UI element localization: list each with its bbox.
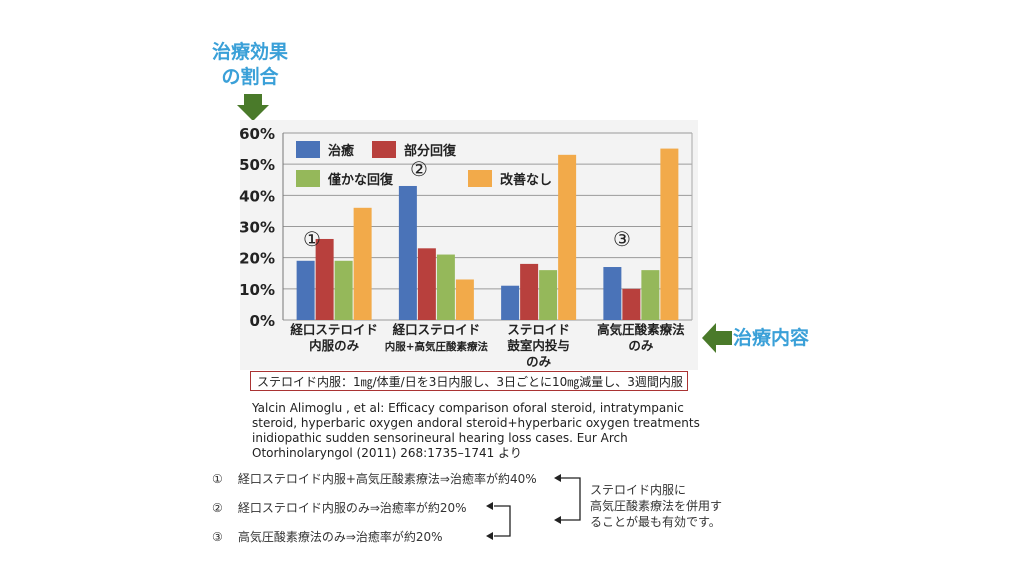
category-label: 経口ステロイド: [290, 322, 378, 337]
x-outer-label: 治療内容: [733, 327, 810, 349]
category-label: 高気圧酸素療法: [597, 322, 685, 337]
side-note-line: ることが最も有効です。: [590, 515, 721, 529]
left-arrow-icon: [702, 323, 732, 353]
category-label: 内服のみ: [309, 338, 360, 353]
circled-number-annotation: ①: [303, 227, 321, 251]
legend-swatch: [468, 170, 492, 187]
legend-label: 僅かな回復: [327, 172, 394, 188]
bar: [455, 279, 474, 320]
citation-line: inidiopathic sudden sensorineural hearin…: [252, 431, 628, 445]
y-tick-label: 40%: [239, 187, 275, 205]
circled-number-annotation: ②: [410, 157, 428, 181]
summary-item: ① 経口ステロイド内服+高気圧酸素療法⇒治癒率が約40%: [212, 470, 537, 487]
bar: [334, 260, 353, 320]
dosage-note: ステロイド内服：1㎎/体重/日を3日内服し、3日ごとに10㎎減量し、3週間内服: [250, 371, 688, 391]
summary-item: ③ 高気圧酸素療法のみ⇒治癒率が約20%: [212, 528, 443, 545]
category-label: 内服+高気圧酸素療法: [385, 340, 489, 353]
citation-line: Yalcin Alimoglu , et al: Efficacy compar…: [252, 401, 684, 415]
bar: [398, 185, 417, 320]
y-tick-label: 10%: [239, 281, 275, 299]
y-tick-label: 50%: [239, 156, 275, 174]
summary-num: ②: [212, 501, 223, 515]
bar: [603, 267, 622, 320]
bar: [296, 260, 315, 320]
legend-swatch: [372, 141, 396, 158]
y-outer-label-line2: の割合: [221, 66, 279, 88]
legend-label: 部分回復: [404, 143, 457, 159]
summary-item: ② 経口ステロイド内服のみ⇒治癒率が約20%: [212, 499, 467, 516]
citation: Yalcin Alimoglu , et al: Efficacy compar…: [252, 401, 722, 461]
bar: [622, 288, 641, 320]
y-tick-label: 0%: [250, 312, 275, 330]
category-label: のみ: [628, 338, 654, 353]
bar: [539, 270, 558, 320]
category-label: ステロイド: [507, 322, 570, 337]
legend-label: 改善なし: [500, 172, 552, 188]
y-outer-label: 治療効果 の割合: [200, 40, 300, 90]
legend-swatch: [296, 141, 320, 158]
y-outer-label-line1: 治療効果: [211, 41, 288, 63]
bar: [641, 270, 660, 320]
bar: [353, 207, 372, 320]
summary-text: 経口ステロイド内服のみ⇒治癒率が約20%: [237, 501, 467, 515]
bar: [660, 148, 679, 320]
down-arrow-icon: [237, 94, 269, 121]
y-tick-label: 20%: [239, 250, 275, 268]
side-note-line: ステロイド内服に: [590, 483, 687, 497]
category-label: 鼓室内投与: [507, 338, 570, 353]
category-label: のみ: [526, 354, 552, 369]
side-note: ステロイド内服に 高気圧酸素療法を併用す ることが最も有効です。: [590, 482, 750, 530]
bar: [501, 285, 520, 320]
summary-text: 高気圧酸素療法のみ⇒治癒率が約20%: [237, 530, 443, 544]
summary-text: 経口ステロイド内服+高気圧酸素療法⇒治癒率が約40%: [237, 472, 537, 486]
summary-num: ①: [212, 472, 223, 486]
citation-line: Otorhinolaryngol (2011) 268:1735–1741 より: [252, 446, 522, 460]
bar: [436, 254, 455, 320]
category-label: 経口ステロイド: [393, 322, 481, 337]
citation-line: steroid, hyperbaric oxygen andoral stero…: [252, 416, 700, 430]
legend-swatch: [296, 170, 320, 187]
circled-number-annotation: ③: [613, 227, 631, 251]
bracket-connectors: [486, 474, 581, 540]
y-tick-label: 60%: [239, 125, 275, 143]
bar: [315, 238, 334, 320]
summary-num: ③: [212, 530, 223, 544]
bar: [558, 154, 577, 320]
legend-label: 治癒: [328, 143, 354, 159]
y-tick-label: 30%: [239, 219, 275, 237]
side-note-line: 高気圧酸素療法を併用す: [590, 499, 723, 513]
bar: [417, 248, 436, 320]
bar: [520, 263, 539, 320]
